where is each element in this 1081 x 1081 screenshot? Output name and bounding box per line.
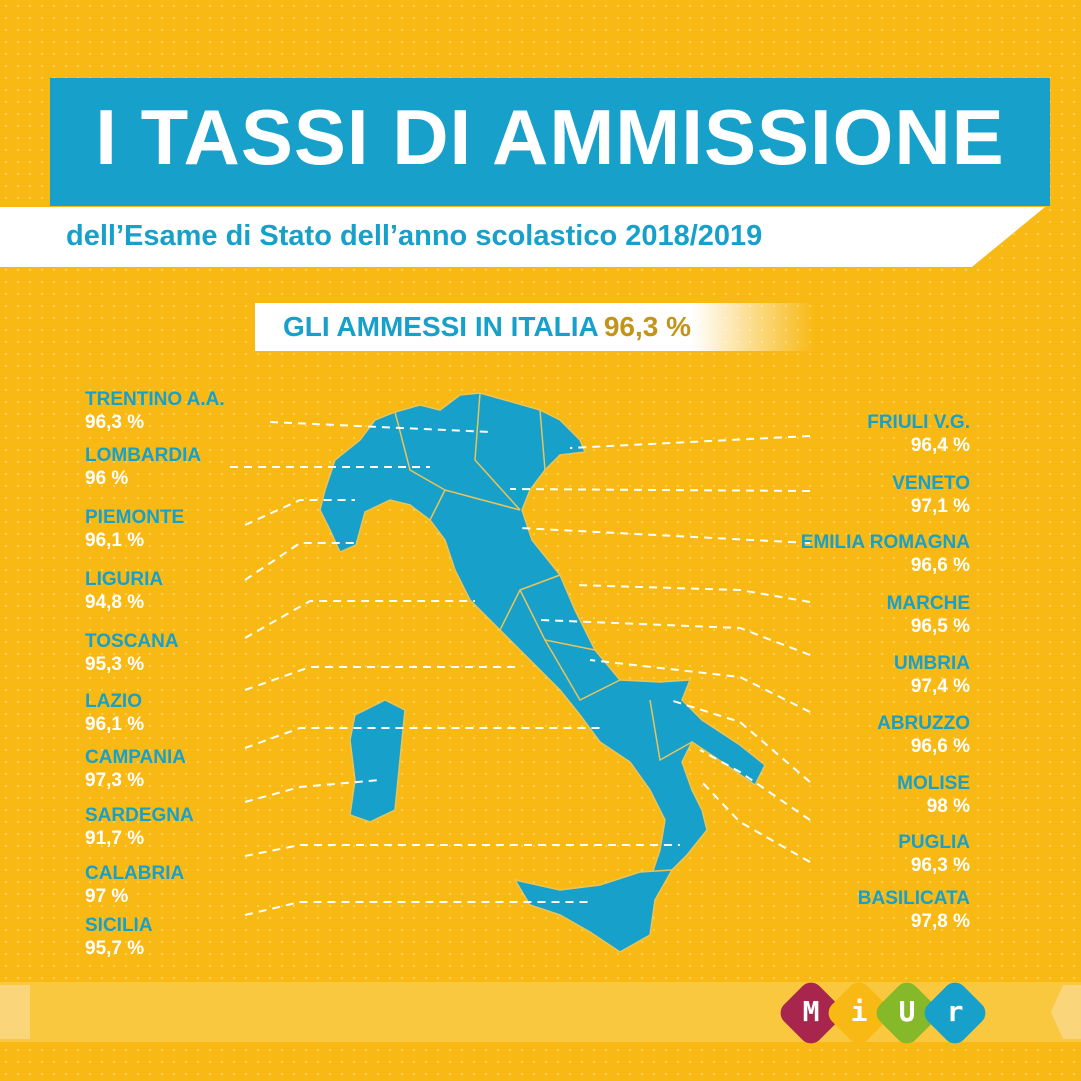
region-name: MOLISE — [897, 773, 970, 794]
leader-line — [244, 727, 600, 749]
region-name: ABRUZZO — [877, 713, 970, 734]
national-value: 96,3 % — [603, 311, 692, 342]
region-label: TOSCANA 95,3 % — [85, 630, 179, 676]
leader-line — [574, 584, 811, 603]
region-name: BASILICATA — [857, 888, 970, 909]
region-value: 96,3 % — [910, 855, 970, 876]
region-name: LAZIO — [85, 691, 142, 712]
region-label: SARDEGNA 91,7 % — [85, 804, 194, 850]
region-value: 96,4 % — [910, 435, 970, 456]
region-value: 97,3 % — [85, 770, 145, 791]
leader-line — [244, 600, 475, 639]
region-value: 95,3 % — [85, 654, 145, 675]
leader-line — [244, 779, 381, 803]
region-label: TRENTINO A.A. 96,3 % — [85, 388, 225, 434]
region-name: VENETO — [892, 473, 970, 494]
subtitle: dell’Esame di Stato dell’anno scolastico… — [66, 220, 763, 252]
national-label: GLI AMMESSI IN ITALIA — [283, 311, 599, 342]
leader-line — [519, 527, 811, 544]
region-name: UMBRIA — [894, 653, 970, 674]
leader-line — [509, 488, 811, 492]
region-value: 97 % — [85, 886, 129, 907]
region-name: CAMPANIA — [85, 747, 186, 768]
region-value: 97,1 % — [910, 496, 970, 517]
region-value: 91,7 % — [85, 828, 145, 849]
region-name: SICILIA — [85, 915, 153, 936]
leader-line — [699, 779, 811, 863]
subtitle-strip: dell’Esame di Stato dell’anno scolastico… — [0, 207, 1045, 267]
prev-arrow[interactable] — [0, 985, 30, 1039]
region-value: 96,5 % — [910, 616, 970, 637]
logo-letter: r — [946, 995, 964, 1028]
sicily — [513, 869, 674, 953]
region-value: 96,1 % — [85, 530, 145, 551]
region-label: LIGURIA 94,8 % — [85, 568, 163, 614]
region-value: 97,8 % — [910, 911, 970, 932]
region-value: 96 % — [85, 468, 129, 489]
region-label: BASILICATA 97,8 % — [858, 887, 970, 933]
region-label: SICILIA 95,7 % — [85, 914, 153, 960]
leader-line — [244, 901, 590, 916]
region-label: PIEMONTE 96,1 % — [85, 506, 184, 552]
sardinia — [349, 699, 406, 823]
leader-line — [569, 435, 811, 449]
logo-letter: U — [898, 995, 916, 1028]
region-value: 96,6 % — [910, 736, 970, 757]
region-value: 98 % — [926, 796, 970, 817]
leader-line — [669, 699, 811, 783]
region-label: LAZIO 96,1 % — [85, 690, 144, 736]
leader-line — [699, 749, 811, 821]
region-name: CALABRIA — [85, 863, 185, 884]
region-label: UMBRIA 97,4 % — [894, 652, 970, 698]
leader-line — [244, 499, 355, 526]
region-label: MOLISE 98 % — [897, 772, 970, 818]
region-label: ABRUZZO 96,6 % — [877, 712, 970, 758]
region-value: 94,8 % — [85, 592, 145, 613]
region-label: PUGLIA 96,3 % — [898, 831, 970, 877]
region-name: LOMBARDIA — [85, 445, 202, 466]
region-label: VENETO 97,1 % — [892, 472, 970, 518]
region-name: LIGURIA — [85, 569, 164, 590]
region-name: TRENTINO A.A. — [85, 389, 225, 410]
page-title: I TASSI DI AMMISSIONE — [95, 93, 1005, 181]
leader-line — [244, 844, 680, 857]
region-label: FRIULI V.G. 96,4 % — [867, 411, 970, 457]
logo-letter: M — [802, 995, 820, 1028]
region-label: LOMBARDIA 96 % — [85, 444, 201, 490]
logo-letter: i — [850, 995, 868, 1028]
leader-line — [539, 619, 811, 656]
region-name: MARCHE — [886, 593, 970, 614]
region-label: MARCHE 96,5 % — [887, 592, 970, 638]
region-value: 96,1 % — [85, 714, 145, 735]
region-value: 95,7 % — [85, 938, 145, 959]
leader-line — [244, 666, 520, 691]
region-name: PUGLIA — [898, 832, 970, 853]
region-name: SARDEGNA — [85, 805, 194, 826]
region-name: EMILIA ROMAGNA — [800, 532, 970, 553]
region-label: CAMPANIA 97,3 % — [85, 746, 186, 792]
region-name: TOSCANA — [85, 631, 179, 652]
region-value: 96,3 % — [85, 412, 145, 433]
national-rate-banner: GLI AMMESSI IN ITALIA 96,3 % — [255, 303, 815, 351]
title-bar: I TASSI DI AMMISSIONE — [50, 78, 1050, 206]
region-label: CALABRIA 97 % — [85, 862, 184, 908]
region-value: 96,6 % — [910, 555, 970, 576]
region-name: PIEMONTE — [85, 507, 185, 528]
leader-line — [269, 421, 491, 433]
region-value: 97,4 % — [910, 676, 970, 697]
region-name: FRIULI V.G. — [867, 412, 970, 433]
region-label: EMILIA ROMAGNA 96,6 % — [801, 531, 970, 577]
leader-line — [244, 542, 355, 581]
